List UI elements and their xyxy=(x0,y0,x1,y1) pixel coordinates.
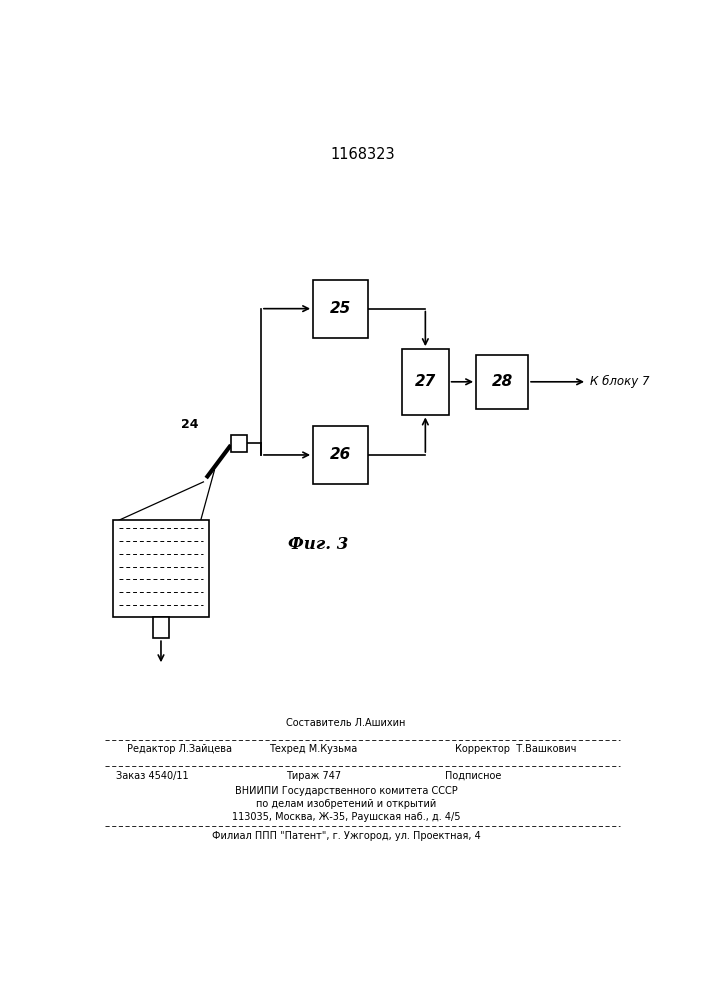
Text: Тираж 747: Тираж 747 xyxy=(286,771,341,781)
Text: Заказ 4540/11: Заказ 4540/11 xyxy=(116,771,188,781)
Text: 25: 25 xyxy=(329,301,351,316)
Bar xyxy=(313,426,368,484)
Text: Редактор Л.Зайцева: Редактор Л.Зайцева xyxy=(127,744,232,754)
Bar xyxy=(476,355,528,409)
Text: 1168323: 1168323 xyxy=(330,147,395,162)
Bar xyxy=(153,617,169,638)
Text: 28: 28 xyxy=(491,374,513,389)
Text: Техред М.Кузьма: Техред М.Кузьма xyxy=(269,744,357,754)
Text: Филиал ППП "Патент", г. Ужгород, ул. Проектная, 4: Филиал ППП "Патент", г. Ужгород, ул. Про… xyxy=(211,831,480,841)
Bar xyxy=(402,349,449,415)
Bar xyxy=(113,520,209,617)
Text: по делам изобретений и открытий: по делам изобретений и открытий xyxy=(256,799,436,809)
Text: Составитель Л.Ашихин: Составитель Л.Ашихин xyxy=(286,718,406,728)
Text: 26: 26 xyxy=(329,447,351,462)
Text: 113035, Москва, Ж-35, Раушская наб., д. 4/5: 113035, Москва, Ж-35, Раушская наб., д. … xyxy=(232,812,460,822)
Text: К блоку 7: К блоку 7 xyxy=(590,375,649,388)
Bar xyxy=(313,280,368,338)
Text: 24: 24 xyxy=(181,418,199,431)
Text: ВНИИПИ Государственного комитета СССР: ВНИИПИ Государственного комитета СССР xyxy=(235,786,457,796)
Text: Фиг. 3: Фиг. 3 xyxy=(288,536,349,553)
Text: Подписное: Подписное xyxy=(445,771,501,781)
Text: Корректор  Т.Вашкович: Корректор Т.Вашкович xyxy=(455,744,577,754)
Bar xyxy=(231,435,247,452)
Text: 27: 27 xyxy=(415,374,436,389)
